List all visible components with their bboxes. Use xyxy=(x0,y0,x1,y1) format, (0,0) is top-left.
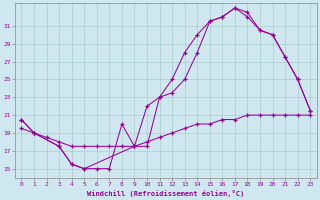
X-axis label: Windchill (Refroidissement éolien,°C): Windchill (Refroidissement éolien,°C) xyxy=(87,190,244,197)
